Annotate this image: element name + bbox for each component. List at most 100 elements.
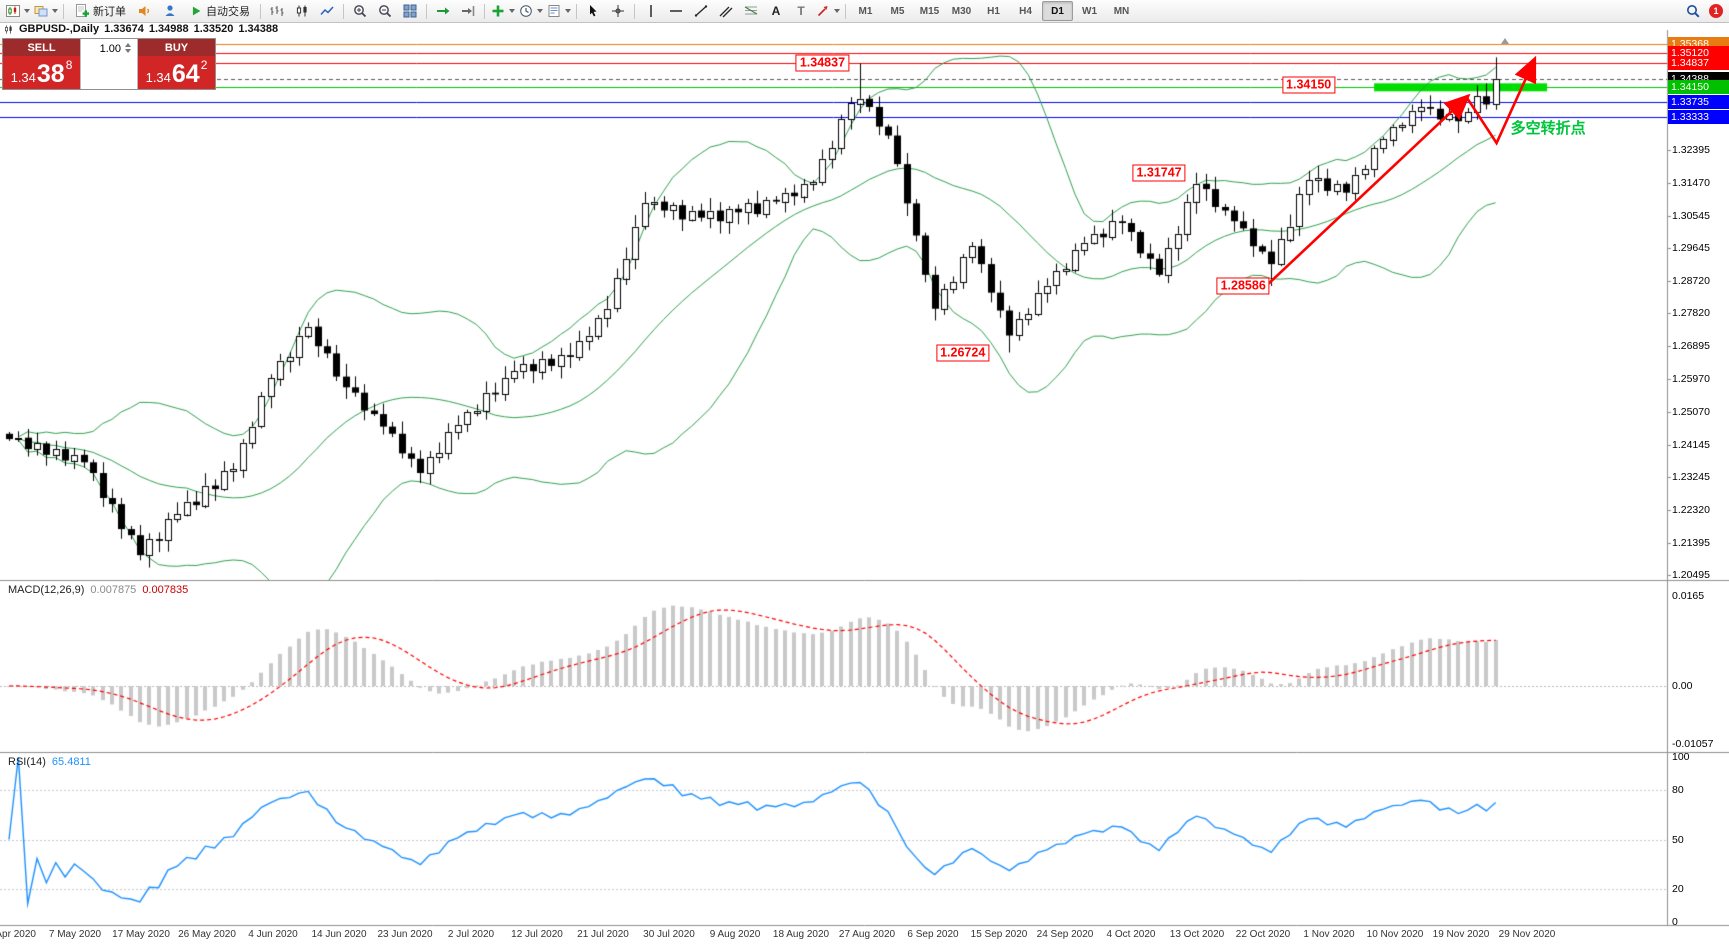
- chevron-down-icon: [834, 9, 840, 13]
- spinner-up-icon[interactable]: [125, 43, 131, 47]
- chart-symbol-period: GBPUSD-,Daily: [19, 23, 100, 35]
- chart-profiles-icon: [34, 6, 48, 17]
- timeframe-h4-button[interactable]: H4: [1019, 5, 1032, 17]
- zoom-in-button[interactable]: [348, 1, 372, 22]
- toolbar-separator: [484, 3, 485, 19]
- vertical-line-icon: [650, 5, 652, 17]
- timeframe-h1-button[interactable]: H1: [987, 5, 1000, 17]
- timeframe-m1-button[interactable]: M1: [858, 5, 873, 17]
- fibonacci-icon: [744, 6, 758, 15]
- one-click-trading-panel: SELL 1.34 38 8 BUY 1.34 64 2: [2, 38, 216, 90]
- search-icon: [1687, 5, 1700, 18]
- arrow-tool-icon: [817, 6, 828, 17]
- spinner-down-icon[interactable]: [125, 49, 131, 53]
- volume-stepper[interactable]: [125, 41, 131, 53]
- zoom-out-icon: [379, 5, 392, 18]
- price-callout-label[interactable]: 1.31747: [1132, 164, 1186, 182]
- toolbar-separator: [260, 3, 261, 19]
- zoom-out-button[interactable]: [373, 1, 397, 22]
- autotrading-button[interactable]: 自动交易: [183, 1, 256, 22]
- text-tool-button[interactable]: A: [764, 1, 788, 22]
- buy-price-pip: 2: [200, 58, 208, 72]
- toolbar-separator: [845, 3, 846, 19]
- line-chart-icon: [320, 6, 334, 15]
- toolbar-separator: [343, 3, 344, 19]
- buy-button[interactable]: BUY: [138, 39, 215, 56]
- trendline-icon: [694, 5, 708, 17]
- add-indicator-icon: [492, 5, 504, 17]
- label-tool-button[interactable]: T: [789, 1, 813, 22]
- text-tool-icon: A: [771, 4, 781, 18]
- sell-column: SELL 1.34 38 8: [3, 39, 80, 89]
- candlestick-icon: [296, 5, 307, 17]
- crosshair-tool-button[interactable]: [606, 1, 630, 22]
- profiles-button[interactable]: [32, 1, 59, 22]
- timeframe-d1-button[interactable]: D1: [1042, 1, 1073, 21]
- trendline-tool-button[interactable]: [689, 1, 713, 22]
- price-callout-label[interactable]: 1.26724: [936, 344, 990, 362]
- chevron-down-icon: [509, 9, 515, 13]
- chart-close-value: 1.34388: [238, 23, 279, 35]
- volume-box: [80, 39, 138, 89]
- new-order-button[interactable]: 新订单: [68, 1, 132, 22]
- buy-price-small: 1.34: [145, 70, 171, 85]
- auto-scroll-icon: [437, 7, 450, 15]
- arrows-tool-button[interactable]: [814, 1, 841, 22]
- periods-button[interactable]: [517, 1, 544, 22]
- toolbar-separator: [576, 3, 577, 19]
- price-callout-label[interactable]: 1.34150: [1282, 76, 1336, 94]
- new-order-label: 新订单: [93, 6, 126, 18]
- chart-icon: [4, 24, 12, 34]
- timeframe-w1-button[interactable]: W1: [1082, 5, 1097, 17]
- horizontal-line-tool-button[interactable]: [664, 1, 688, 22]
- timeframe-m15-button[interactable]: M15: [919, 5, 940, 17]
- bar-chart-icon: [270, 6, 284, 16]
- bar-chart-button[interactable]: [265, 1, 289, 22]
- chart-low-value: 1.33520: [193, 23, 234, 35]
- chart-title-bar: GBPUSD-,Daily 1.33674 1.34988 1.33520 1.…: [3, 22, 278, 36]
- price-callout-label[interactable]: 1.34837: [795, 54, 850, 72]
- price-callout-label[interactable]: 1.28586: [1216, 277, 1270, 295]
- search-button[interactable]: [1681, 1, 1705, 22]
- community-button[interactable]: [158, 1, 182, 22]
- volume-input[interactable]: [87, 41, 123, 56]
- sell-price-big: 38: [36, 60, 65, 88]
- auto-scroll-button[interactable]: [431, 1, 455, 22]
- vertical-line-tool-button[interactable]: [639, 1, 663, 22]
- trend-annotation-text[interactable]: 多空转折点: [1510, 120, 1586, 138]
- new-chart-icon: [6, 5, 20, 17]
- crosshair-icon: [612, 5, 624, 17]
- timeframe-mn-button[interactable]: MN: [1113, 5, 1130, 17]
- sell-price-button[interactable]: 1.34 38 8: [3, 56, 80, 89]
- line-chart-button[interactable]: [315, 1, 339, 22]
- chart-open-value: 1.33674: [104, 23, 144, 35]
- sounds-button[interactable]: [133, 1, 157, 22]
- indicators-button[interactable]: [489, 1, 516, 22]
- speaker-icon: [139, 6, 150, 16]
- new-order-icon: [76, 4, 89, 17]
- tile-windows-icon: [403, 4, 417, 18]
- channel-tool-button[interactable]: [714, 1, 738, 22]
- template-icon: [548, 5, 560, 17]
- fibonacci-tool-button[interactable]: [739, 1, 763, 22]
- timeframe-m5-button[interactable]: M5: [890, 5, 905, 17]
- chevron-down-icon: [52, 9, 58, 13]
- new-chart-button[interactable]: [4, 1, 31, 22]
- timeframe-m30-button[interactable]: M30: [951, 5, 972, 17]
- chart-shift-marker-icon[interactable]: [1501, 38, 1509, 44]
- candlestick-chart-button[interactable]: [290, 1, 314, 22]
- buy-column: BUY 1.34 64 2: [138, 39, 215, 89]
- toolbar-separator: [63, 3, 64, 19]
- play-icon: [192, 6, 201, 16]
- sell-price-small: 1.34: [10, 70, 36, 85]
- buy-price-big: 64: [171, 60, 200, 88]
- toolbar-right-group: 1: [1681, 1, 1725, 22]
- notification-badge[interactable]: 1: [1709, 4, 1723, 18]
- templates-button[interactable]: [545, 1, 572, 22]
- sell-button[interactable]: SELL: [3, 39, 80, 56]
- cursor-tool-button[interactable]: [581, 1, 605, 22]
- buy-price-button[interactable]: 1.34 64 2: [138, 56, 215, 89]
- tile-windows-button[interactable]: [398, 1, 422, 22]
- chart-shift-button[interactable]: [456, 1, 480, 22]
